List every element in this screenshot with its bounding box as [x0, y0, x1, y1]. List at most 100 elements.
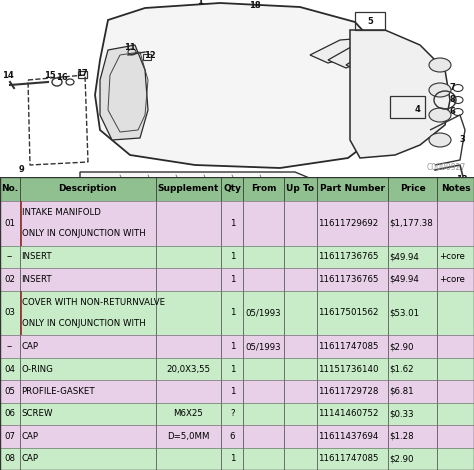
Bar — [388, 403, 438, 425]
Text: Description: Description — [59, 184, 117, 194]
Bar — [317, 201, 388, 246]
Bar — [283, 177, 317, 201]
Bar — [155, 358, 221, 380]
Bar — [0, 380, 20, 403]
Bar — [0, 447, 20, 470]
Bar — [283, 268, 317, 290]
Bar — [244, 358, 283, 380]
Bar — [0, 246, 20, 268]
Text: 2: 2 — [157, 211, 163, 219]
Text: $49.94: $49.94 — [390, 275, 419, 284]
Bar — [438, 403, 474, 425]
Bar — [438, 380, 474, 403]
Text: 06: 06 — [5, 409, 16, 418]
Bar — [0, 268, 20, 290]
Bar — [283, 425, 317, 447]
Bar — [438, 201, 474, 246]
Bar — [78, 71, 87, 78]
Text: 08: 08 — [5, 454, 16, 463]
Bar — [0, 336, 20, 358]
Ellipse shape — [429, 58, 451, 72]
Text: COVER WITH NON-RETURNVALVE: COVER WITH NON-RETURNVALVE — [21, 298, 164, 307]
Text: 17: 17 — [76, 69, 88, 78]
Text: --: -- — [7, 252, 13, 261]
Bar — [221, 380, 244, 403]
Bar — [283, 201, 317, 246]
Bar — [438, 336, 474, 358]
Bar — [388, 201, 438, 246]
Bar — [244, 336, 283, 358]
Text: 10: 10 — [314, 194, 326, 203]
Text: 1: 1 — [230, 252, 235, 261]
Text: PROFILE-GASKET: PROFILE-GASKET — [21, 387, 95, 396]
Bar — [20, 425, 155, 447]
Bar — [0, 447, 474, 470]
Text: 1: 1 — [230, 365, 235, 374]
Text: $2.90: $2.90 — [390, 454, 414, 463]
Bar — [155, 246, 221, 268]
Text: 9: 9 — [19, 165, 25, 174]
Bar — [221, 290, 244, 336]
Bar — [0, 268, 474, 290]
Text: 7: 7 — [449, 84, 455, 93]
Text: 11151736140: 11151736140 — [318, 365, 379, 374]
Bar — [155, 336, 221, 358]
Text: 18: 18 — [249, 0, 261, 9]
Bar — [155, 201, 221, 246]
Bar — [244, 380, 283, 403]
Bar — [438, 358, 474, 380]
Ellipse shape — [429, 133, 451, 147]
Bar — [221, 447, 244, 470]
Text: $2.90: $2.90 — [390, 342, 414, 351]
Text: 13: 13 — [456, 175, 468, 185]
Bar — [244, 290, 283, 336]
Bar — [155, 380, 221, 403]
Bar — [155, 425, 221, 447]
Polygon shape — [310, 38, 370, 63]
Bar — [388, 268, 438, 290]
Text: SCREW: SCREW — [21, 409, 53, 418]
Bar — [283, 290, 317, 336]
Text: 11: 11 — [124, 42, 136, 52]
Ellipse shape — [266, 197, 294, 213]
Bar — [0, 201, 474, 246]
Text: 1: 1 — [230, 454, 235, 463]
Text: 8: 8 — [449, 95, 455, 104]
Bar — [438, 447, 474, 470]
Text: $1,177.38: $1,177.38 — [390, 219, 433, 228]
Ellipse shape — [429, 108, 451, 122]
Text: 12: 12 — [144, 50, 156, 60]
Text: 20,0X3,55: 20,0X3,55 — [166, 365, 210, 374]
Bar — [20, 246, 155, 268]
Ellipse shape — [336, 197, 364, 213]
Bar — [283, 380, 317, 403]
Bar — [438, 246, 474, 268]
Text: Qty: Qty — [223, 184, 241, 194]
Bar — [388, 177, 438, 201]
Text: 11611729728: 11611729728 — [318, 387, 378, 396]
Bar — [0, 177, 20, 201]
Text: 1: 1 — [230, 308, 235, 318]
Text: D=5,0MM: D=5,0MM — [167, 432, 210, 441]
Bar — [221, 336, 244, 358]
Bar — [317, 403, 388, 425]
Bar — [20, 177, 155, 201]
Bar — [438, 268, 474, 290]
Bar — [143, 54, 151, 60]
Bar — [155, 290, 221, 336]
Bar — [20, 290, 155, 336]
Text: CAP: CAP — [21, 454, 38, 463]
Bar — [283, 358, 317, 380]
Text: 16: 16 — [56, 73, 68, 83]
Bar — [388, 246, 438, 268]
Polygon shape — [100, 45, 148, 140]
Text: +core: +core — [439, 275, 465, 284]
Bar — [0, 403, 20, 425]
Ellipse shape — [429, 83, 451, 97]
Bar — [221, 403, 244, 425]
Text: 01: 01 — [5, 219, 16, 228]
Text: 3: 3 — [459, 135, 465, 144]
Text: 6: 6 — [449, 108, 455, 117]
Bar — [0, 380, 474, 403]
Text: $1.62: $1.62 — [390, 365, 414, 374]
